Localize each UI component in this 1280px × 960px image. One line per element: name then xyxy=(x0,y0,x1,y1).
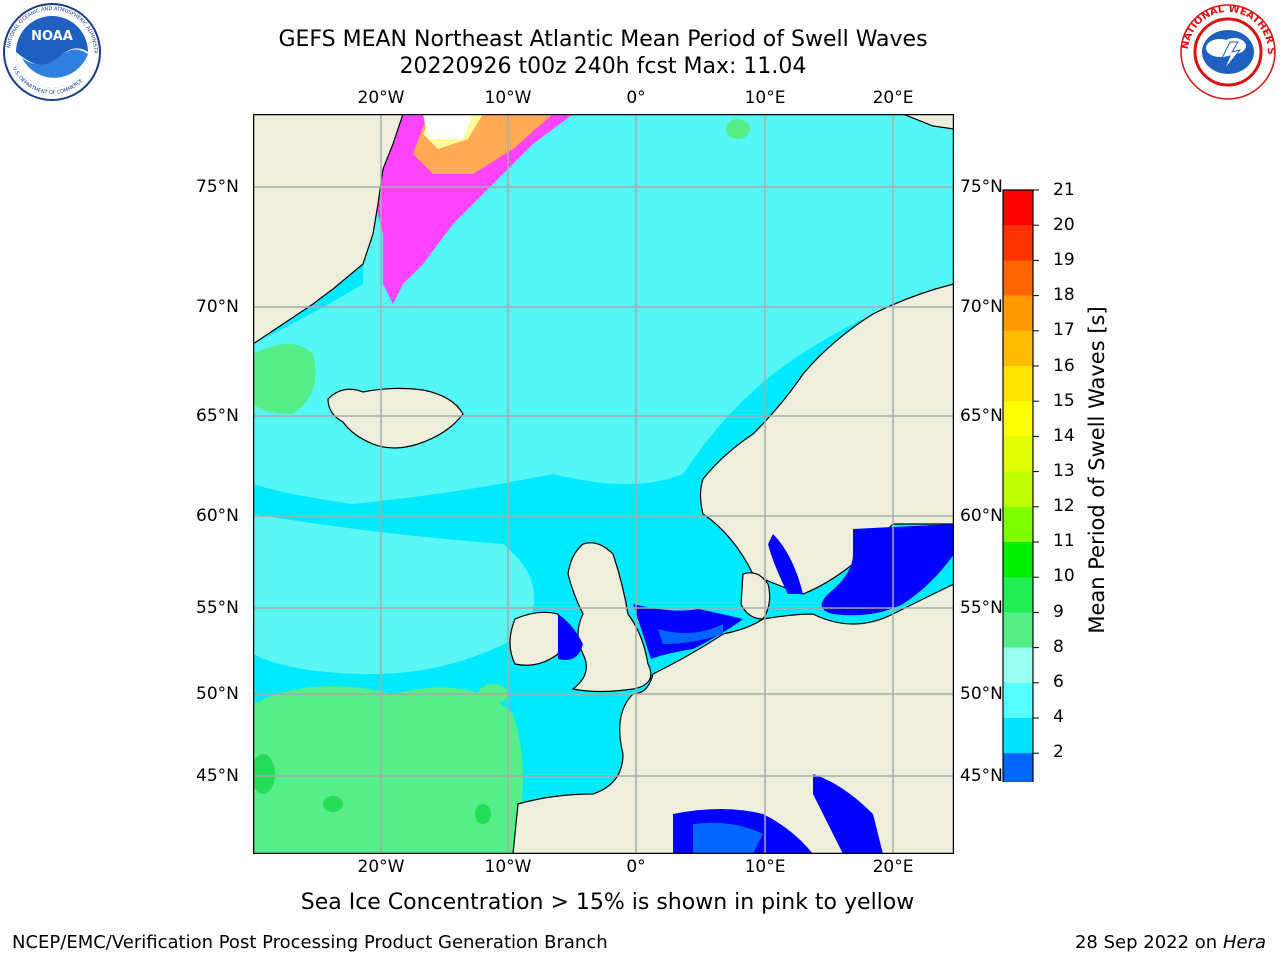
swell-period-map xyxy=(253,114,954,854)
colorbar-tick-16: 16 xyxy=(1053,356,1075,376)
iceland xyxy=(327,387,464,449)
colorbar-segment xyxy=(1003,260,1033,297)
lon-label-top-20e: 20°E xyxy=(872,88,914,108)
lat-label-left-75n: 75°N xyxy=(196,177,239,197)
colorbar-segment xyxy=(1003,542,1033,578)
colorbar-segment xyxy=(1003,718,1033,754)
colorbar-tick-12: 12 xyxy=(1053,496,1075,516)
noaa-center-text: NOAA xyxy=(31,29,73,44)
ireland xyxy=(509,611,563,666)
lat-label-right-50n: 50°N xyxy=(960,684,1003,704)
lon-label-top-20w: 20°W xyxy=(357,88,405,108)
colorbar-tick-21: 21 xyxy=(1053,180,1075,200)
footer-host: Hera xyxy=(1222,932,1266,953)
colorbar-segment xyxy=(1003,612,1033,649)
colorbar-segment xyxy=(1003,471,1033,508)
footer-credit: NCEP/EMC/Verification Post Processing Pr… xyxy=(12,932,608,953)
lon-label-top-0: 0° xyxy=(626,88,646,108)
lon-label-top-10e: 10°E xyxy=(744,88,786,108)
colorbar-segment xyxy=(1003,401,1033,437)
swell-10-11s-region xyxy=(253,754,491,824)
greenland xyxy=(253,114,404,345)
colorbar-tick-13: 13 xyxy=(1053,461,1075,481)
colorbar-outline xyxy=(1002,189,1034,782)
lat-label-left-60n: 60°N xyxy=(196,506,239,526)
lon-label-top-10w: 10°W xyxy=(484,88,532,108)
lon-label-bottom-10e: 10°E xyxy=(744,857,786,877)
lat-label-right-65n: 65°N xyxy=(960,406,1003,426)
colorbar-tick-18: 18 xyxy=(1053,285,1075,305)
swell-under-2s-region xyxy=(558,524,954,854)
sea-ice-region xyxy=(373,114,573,304)
colorbar-tick-9: 9 xyxy=(1053,602,1064,622)
footer-date: 28 Sep 2022 on Hera xyxy=(1075,932,1266,953)
sea-ice-caption: Sea Ice Concentration > 15% is shown in … xyxy=(300,890,915,915)
colorbar-tick-6: 6 xyxy=(1053,672,1064,692)
mainland-europe xyxy=(512,524,954,854)
map-frame xyxy=(253,114,954,854)
colorbar-segment xyxy=(1003,436,1033,473)
lat-label-right-45n: 45°N xyxy=(960,766,1003,786)
swell-9-10s-region xyxy=(253,119,750,854)
lat-label-right-70n: 70°N xyxy=(960,297,1003,317)
colorbar-segment xyxy=(1003,190,1033,226)
lat-label-left-55n: 55°N xyxy=(196,598,239,618)
colorbar-tick-8: 8 xyxy=(1053,637,1064,657)
lat-label-left-70n: 70°N xyxy=(196,297,239,317)
lon-label-bottom-0: 0° xyxy=(626,857,646,877)
lat-label-left-45n: 45°N xyxy=(196,766,239,786)
lat-label-right-60n: 60°N xyxy=(960,506,1003,526)
colorbar-segment xyxy=(1003,225,1033,261)
colorbar-label: Mean Period of Swell Waves [s] xyxy=(1085,306,1109,634)
lat-label-left-65n: 65°N xyxy=(196,406,239,426)
colorbar-tick-17: 17 xyxy=(1053,320,1075,340)
great-britain xyxy=(567,542,652,693)
lat-label-right-55n: 55°N xyxy=(960,598,1003,618)
lat-label-right-75n: 75°N xyxy=(960,177,1003,197)
colorbar-segment xyxy=(1003,366,1033,402)
svalbard xyxy=(902,114,954,130)
graticule xyxy=(253,114,954,854)
colorbar-tick-20: 20 xyxy=(1053,215,1075,235)
colorbar-tick-15: 15 xyxy=(1053,391,1075,411)
colorbar-segment xyxy=(1003,577,1033,613)
colorbar-tick-14: 14 xyxy=(1053,426,1075,446)
colorbar-tick-11: 11 xyxy=(1053,531,1075,551)
noaa-logo-icon: NOAA NATIONAL OCEANIC AND ATMOSPHERIC AD… xyxy=(2,2,101,101)
colorbar-segment xyxy=(1003,506,1033,543)
colorbar xyxy=(1002,189,1039,782)
map-title: GEFS MEAN Northeast Atlantic Mean Period… xyxy=(278,27,928,52)
lon-label-bottom-20e: 20°E xyxy=(872,857,914,877)
colorbar-tick-10: 10 xyxy=(1053,566,1075,586)
colorbar-tick-4: 4 xyxy=(1053,707,1064,727)
lon-label-bottom-20w: 20°W xyxy=(357,857,405,877)
colorbar-tick-19: 19 xyxy=(1053,250,1075,270)
swell-2-4s-region xyxy=(658,624,763,854)
adriatic-sea xyxy=(813,774,883,854)
colorbar-segment xyxy=(1003,330,1033,367)
map-subtitle: 20220926 t00z 240h fcst Max: 11.04 xyxy=(399,54,807,79)
lon-label-bottom-10w: 10°W xyxy=(484,857,532,877)
nws-logo-icon: NATIONAL WEATHER SERVICE xyxy=(1178,2,1276,100)
footer-date-text: 28 Sep 2022 on xyxy=(1074,932,1218,953)
baltic-sea xyxy=(821,524,954,616)
colorbar-tick-2: 2 xyxy=(1053,742,1064,762)
colorbar-segment xyxy=(1003,682,1033,719)
colorbar-segment xyxy=(1003,647,1033,684)
lat-label-left-50n: 50°N xyxy=(196,684,239,704)
colorbar-segment xyxy=(1003,753,1033,782)
colorbar-segment xyxy=(1003,295,1033,332)
